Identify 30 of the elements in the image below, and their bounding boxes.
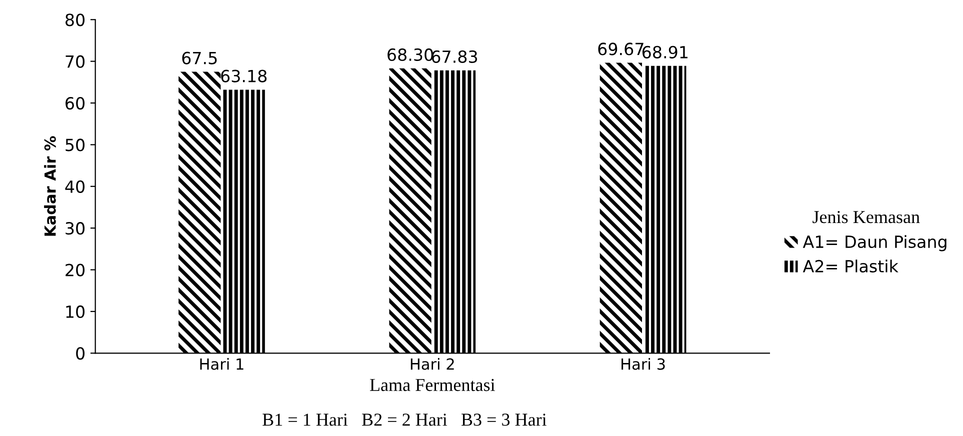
- x-axis-title: Lama Fermentasi: [370, 378, 495, 392]
- bar: [433, 70, 476, 354]
- y-tick-label: 60: [66, 96, 85, 110]
- data-label: 67.5: [182, 52, 217, 64]
- y-tick-label: 80: [66, 14, 85, 26]
- bar: [600, 62, 642, 354]
- y-tick-label: 70: [66, 55, 85, 68]
- data-label: 68.30: [388, 48, 434, 62]
- x-tick-label: Hari 3: [622, 358, 665, 370]
- y-tick-label: 10: [66, 305, 85, 318]
- x-tick-label: Hari 2: [410, 358, 454, 370]
- legend-title: Jenis Kemasan: [812, 211, 920, 224]
- x-tick-label: Hari 1: [200, 358, 244, 370]
- y-tick-label: 0: [76, 347, 85, 360]
- y-tick-label: 20: [66, 264, 85, 276]
- y-tick-label: 40: [65, 180, 85, 193]
- bar: [222, 90, 265, 354]
- y-axis-title: Kadar Air %: [44, 136, 56, 236]
- legend-label: A1= Daun Pisang: [802, 235, 946, 252]
- bar: [389, 68, 432, 354]
- y-tick-label: 30: [66, 222, 85, 235]
- data-label: 63.18: [221, 70, 267, 82]
- y-tick-label: 50: [66, 138, 85, 152]
- text: B1 = 1 Hari B2 = 2 Hari B3 = 3 Hari: [262, 414, 547, 426]
- legend-label: A2= Plastik: [802, 260, 898, 273]
- data-label: 67.83: [432, 50, 478, 63]
- data-label: 68.91: [642, 46, 688, 58]
- bar: [644, 66, 686, 354]
- data-label: 69.67: [598, 42, 644, 56]
- bar: [178, 72, 221, 354]
